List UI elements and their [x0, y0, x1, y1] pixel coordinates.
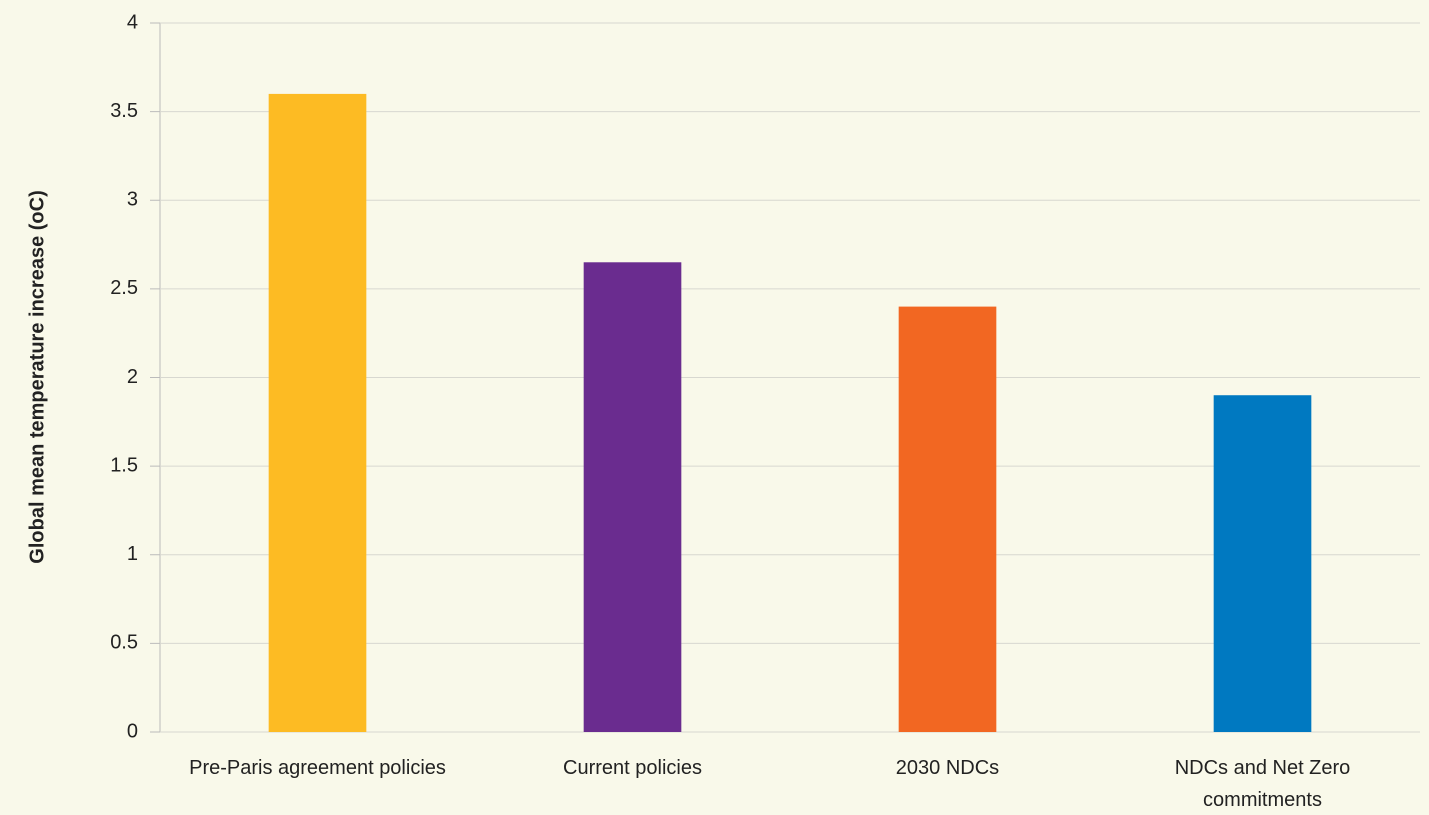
- x-tick-label: 2030 NDCs: [895, 757, 1000, 779]
- y-tick-label: 1.5: [110, 454, 138, 476]
- y-tick-label: 2: [127, 366, 138, 388]
- y-tick-label: 3: [127, 189, 138, 211]
- y-axis-label: Global mean temperature increase (oC): [26, 190, 48, 563]
- y-tick-label: 1: [127, 543, 138, 565]
- bar: [583, 262, 682, 732]
- y-tick-label: 0.5: [110, 632, 138, 654]
- x-tick-label: Current policies: [563, 757, 702, 779]
- y-tick-label: 0: [127, 720, 138, 742]
- bar: [898, 306, 997, 732]
- x-tick-label: NDCs and Net Zero commitments: [1174, 757, 1351, 811]
- y-tick-label: 3.5: [110, 100, 138, 122]
- bar: [268, 93, 367, 732]
- bar: [1213, 395, 1312, 732]
- y-tick-label: 4: [127, 11, 138, 33]
- x-tick-label: Pre-Paris agreement policies: [189, 757, 446, 779]
- y-tick-label: 2.5: [110, 277, 138, 299]
